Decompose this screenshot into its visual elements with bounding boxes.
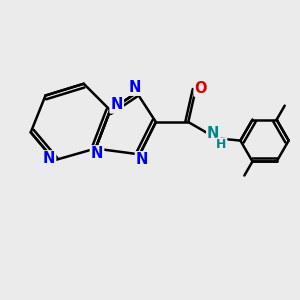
Text: N: N bbox=[91, 146, 103, 161]
Text: N: N bbox=[207, 126, 220, 141]
Text: N: N bbox=[136, 152, 148, 167]
Text: N: N bbox=[43, 151, 55, 166]
Text: N: N bbox=[129, 80, 142, 95]
Text: O: O bbox=[195, 81, 207, 96]
Text: H: H bbox=[216, 138, 227, 151]
Text: N: N bbox=[110, 98, 123, 112]
